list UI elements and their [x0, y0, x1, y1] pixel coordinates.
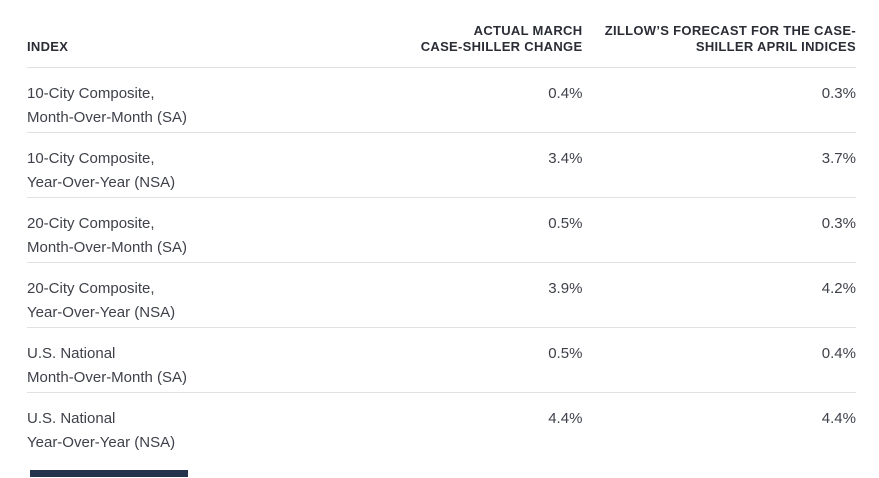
index-cell: 20-City Composite, Month-Over-Month (SA)	[27, 197, 384, 263]
actual-value: 3.9%	[383, 262, 583, 328]
index-line-1: 20-City Composite,	[27, 280, 155, 297]
index-cell: U.S. National Year-Over-Year (NSA)	[27, 393, 383, 458]
index-line-2: Month-Over-Month (SA)	[27, 109, 188, 126]
header-forecast-line-1: ZILLOW’S FORECAST FOR THE CASE-	[604, 23, 856, 38]
header-forecast-line-2: SHILLER APRIL INDICES	[695, 39, 856, 54]
case-shiller-forecast-table: INDEX ACTUAL MARCH CASE-SHILLER CHANGE Z…	[27, 0, 856, 457]
index-cell: 10-City Composite, Month-Over-Month (SA)	[27, 67, 384, 133]
index-line-2: Year-Over-Year (NSA)	[27, 304, 176, 321]
index-line-1: U.S. National	[27, 345, 116, 362]
forecast-value: 3.7%	[582, 132, 856, 198]
table-row-20-city-yoy: 20-City Composite, Year-Over-Year (NSA) …	[27, 262, 856, 328]
header-actual-line-1: ACTUAL MARCH	[473, 23, 583, 38]
index-line-1: 20-City Composite,	[27, 215, 155, 232]
column-header-index: INDEX	[27, 0, 384, 68]
forecast-value: 4.4%	[821, 410, 856, 427]
forecast-value: 0.4%	[582, 327, 856, 393]
index-line-1: 10-City Composite,	[27, 85, 155, 102]
index-line-1: U.S. National	[27, 410, 116, 427]
header-actual-line-2: CASE-SHILLER CHANGE	[420, 39, 583, 54]
forecast-value: 4.2%	[582, 262, 856, 328]
forecast-value: 0.3%	[582, 197, 856, 263]
cutoff-dark-bar	[30, 470, 188, 477]
index-cell: U.S. National Month-Over-Month (SA)	[27, 327, 384, 393]
index-cell: 10-City Composite, Year-Over-Year (NSA)	[27, 132, 384, 198]
actual-value: 0.5%	[383, 197, 583, 263]
column-header-actual-march: ACTUAL MARCH CASE-SHILLER CHANGE	[383, 0, 583, 68]
index-line-2: Year-Over-Year (NSA)	[27, 174, 176, 191]
index-line-1: 10-City Composite,	[27, 150, 155, 167]
index-line-2: Month-Over-Month (SA)	[27, 239, 188, 256]
index-line-2: Month-Over-Month (SA)	[27, 369, 188, 386]
actual-value: 0.4%	[383, 67, 583, 133]
column-header-zillow-forecast: ZILLOW’S FORECAST FOR THE CASE- SHILLER …	[582, 0, 856, 68]
table-row-20-city-mom: 20-City Composite, Month-Over-Month (SA)…	[27, 197, 856, 263]
table-row-10-city-mom: 10-City Composite, Month-Over-Month (SA)…	[27, 67, 856, 133]
actual-value: 4.4%	[548, 410, 583, 427]
actual-value: 0.5%	[383, 327, 583, 393]
index-line-2: Year-Over-Year (NSA)	[27, 434, 176, 451]
header-row: INDEX ACTUAL MARCH CASE-SHILLER CHANGE Z…	[27, 0, 856, 68]
table-row-us-national-yoy: U.S. National Year-Over-Year (NSA) 4.4% …	[27, 393, 856, 458]
index-cell: 20-City Composite, Year-Over-Year (NSA)	[27, 262, 384, 328]
table-row-10-city-yoy: 10-City Composite, Year-Over-Year (NSA) …	[27, 132, 856, 198]
header-index-label: INDEX	[27, 39, 69, 54]
table-header: INDEX ACTUAL MARCH CASE-SHILLER CHANGE Z…	[27, 0, 856, 68]
table-row-us-national-mom: U.S. National Month-Over-Month (SA) 0.5%…	[27, 327, 856, 393]
forecast-value: 0.3%	[582, 67, 856, 133]
actual-value: 3.4%	[383, 132, 583, 198]
table-body: 10-City Composite, Month-Over-Month (SA)…	[27, 67, 856, 458]
